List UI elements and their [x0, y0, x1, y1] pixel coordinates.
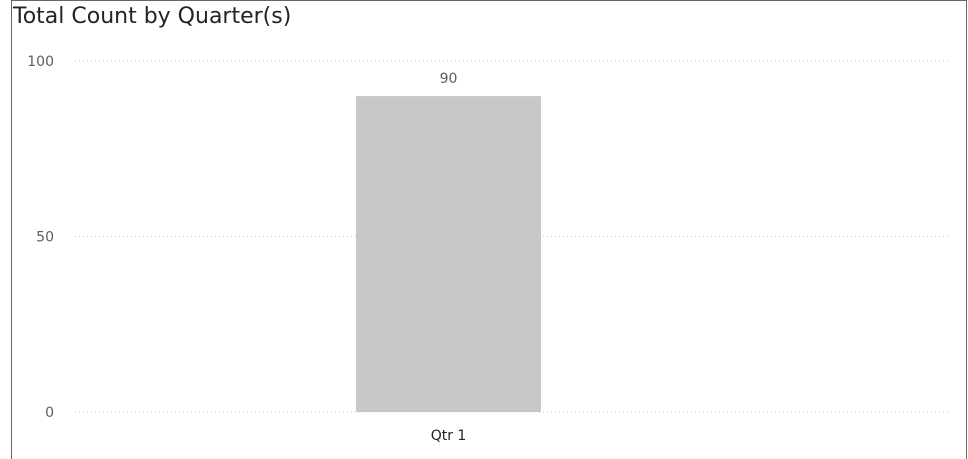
chart-visual-frame: [11, 0, 967, 459]
y-tick-label: 50: [36, 230, 54, 246]
x-category-label: Qtr 1: [431, 428, 467, 444]
y-tick-label: 0: [45, 405, 54, 421]
bar[interactable]: [356, 96, 541, 412]
x-axis-categories: Qtr 1: [431, 428, 467, 444]
y-axis-ticks: 0 50 100: [27, 54, 54, 421]
chart-title: Total Count by Quarter(s): [13, 4, 292, 29]
data-labels: 90: [440, 71, 458, 87]
bars: [356, 96, 541, 412]
data-label: 90: [440, 71, 458, 87]
y-tick-label: 100: [27, 54, 54, 70]
